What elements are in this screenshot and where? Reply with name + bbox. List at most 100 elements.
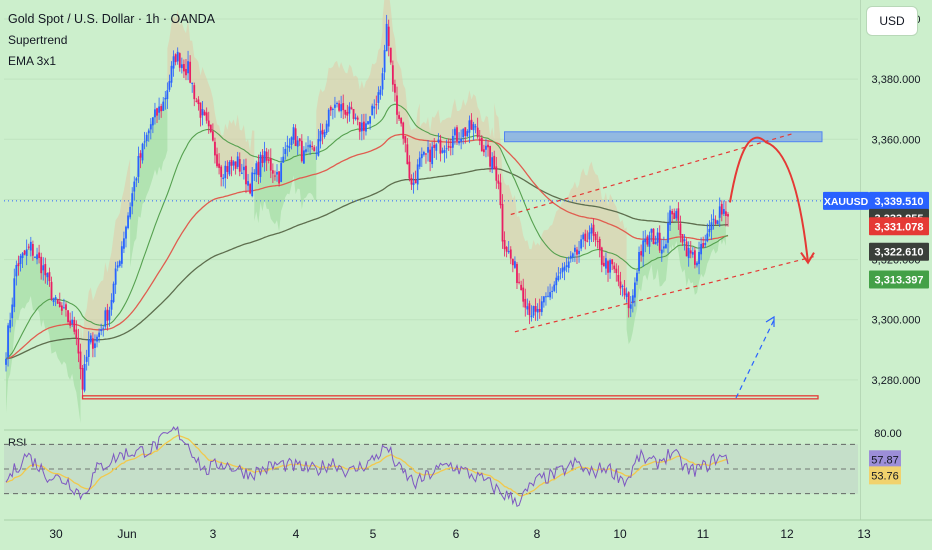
candle-body (98, 332, 100, 337)
candle-body (530, 315, 533, 318)
candle-body (485, 145, 487, 150)
x-tick-label: 30 (49, 527, 63, 541)
candle-body (522, 287, 525, 302)
candle-body (563, 266, 566, 271)
candle-body (265, 151, 268, 161)
candle-body (5, 358, 7, 365)
rsi-ma-value-label: 53.76 (871, 470, 899, 482)
candle-body (652, 228, 655, 244)
candle-body (257, 161, 260, 176)
candle-body (369, 116, 372, 124)
candle-body (201, 109, 204, 116)
candle-body (145, 134, 148, 142)
candle-body (642, 240, 645, 257)
candle-body (596, 241, 599, 243)
candle-body (497, 180, 500, 184)
candle-body (700, 243, 703, 255)
candle-body (91, 338, 94, 349)
candle-body (31, 244, 34, 256)
candle-body (96, 336, 98, 342)
candle-body (381, 73, 384, 90)
candle-body (303, 150, 305, 164)
candle-body (660, 249, 663, 254)
candle-body (106, 309, 109, 321)
candle-body (408, 161, 411, 179)
candle-body (538, 308, 541, 312)
candle-body (559, 272, 562, 274)
candle-body (280, 163, 283, 182)
candle-body (445, 148, 448, 150)
currency-button[interactable]: USD (866, 6, 918, 36)
candle-body (60, 305, 63, 311)
candle-body (156, 108, 158, 116)
candle-body (284, 148, 287, 155)
candle-body (592, 224, 595, 236)
y-tick-label: 3,300.000 (872, 315, 921, 327)
candle-body (135, 178, 138, 181)
candle-body (656, 232, 659, 243)
candle-body (396, 95, 398, 115)
candle-body (437, 139, 440, 143)
candle-body (545, 296, 547, 298)
candle-body (166, 90, 169, 100)
candle-body (50, 281, 53, 300)
candle-body (207, 120, 210, 127)
candle-body (605, 258, 607, 269)
candle-body (611, 259, 614, 265)
candle-body (474, 126, 477, 128)
candle-body (698, 251, 700, 264)
candle-body (662, 246, 665, 249)
candle-body (38, 252, 41, 259)
indicator-label-ema[interactable]: EMA 3x1 (8, 54, 57, 68)
candle-body (133, 181, 136, 192)
candle-body (404, 136, 407, 143)
candle-body (85, 356, 88, 362)
candle-body (274, 175, 276, 177)
candle-body (116, 265, 119, 268)
candle-body (319, 130, 322, 142)
candle-body (638, 251, 640, 271)
candle-body (569, 255, 572, 259)
y-tick-label: 3,280.000 (872, 375, 921, 387)
candle-body (29, 241, 32, 251)
candle-body (216, 154, 218, 167)
candle-body (503, 240, 506, 250)
candle-body (518, 281, 520, 283)
candle-body (720, 203, 723, 215)
candle-body (468, 120, 471, 133)
candle-body (162, 101, 165, 111)
candle-body (557, 275, 560, 281)
candle-body (154, 109, 156, 118)
candle-body (151, 117, 154, 126)
candle-body (317, 138, 320, 156)
candle-body (276, 171, 278, 175)
y-tick-label: 3,360.000 (872, 134, 921, 146)
candle-body (636, 272, 638, 282)
candle-body (590, 227, 593, 234)
candle-body (416, 164, 419, 185)
candle-body (584, 233, 587, 242)
candle-body (427, 147, 429, 153)
candle-body (433, 144, 436, 149)
candle-body (514, 261, 516, 268)
x-tick-label: Jun (117, 527, 136, 541)
candle-body (17, 263, 20, 267)
candle-body (536, 308, 539, 313)
rsi-value-box (869, 450, 901, 469)
indicator-label-supertrend[interactable]: Supertrend (8, 33, 68, 47)
price-label-box (869, 191, 929, 210)
candle-body (40, 256, 43, 274)
candle-body (63, 307, 65, 309)
candle-body (112, 283, 115, 303)
candle-body (402, 122, 405, 139)
candle-body (725, 211, 727, 216)
rsi-title: RSI (8, 437, 26, 449)
candle-body (540, 301, 543, 313)
candle-body (23, 250, 26, 255)
candle-body (327, 109, 330, 127)
candle-body (131, 193, 134, 207)
candle-body (631, 295, 634, 304)
candle-body (282, 156, 285, 163)
candle-body (414, 179, 417, 184)
